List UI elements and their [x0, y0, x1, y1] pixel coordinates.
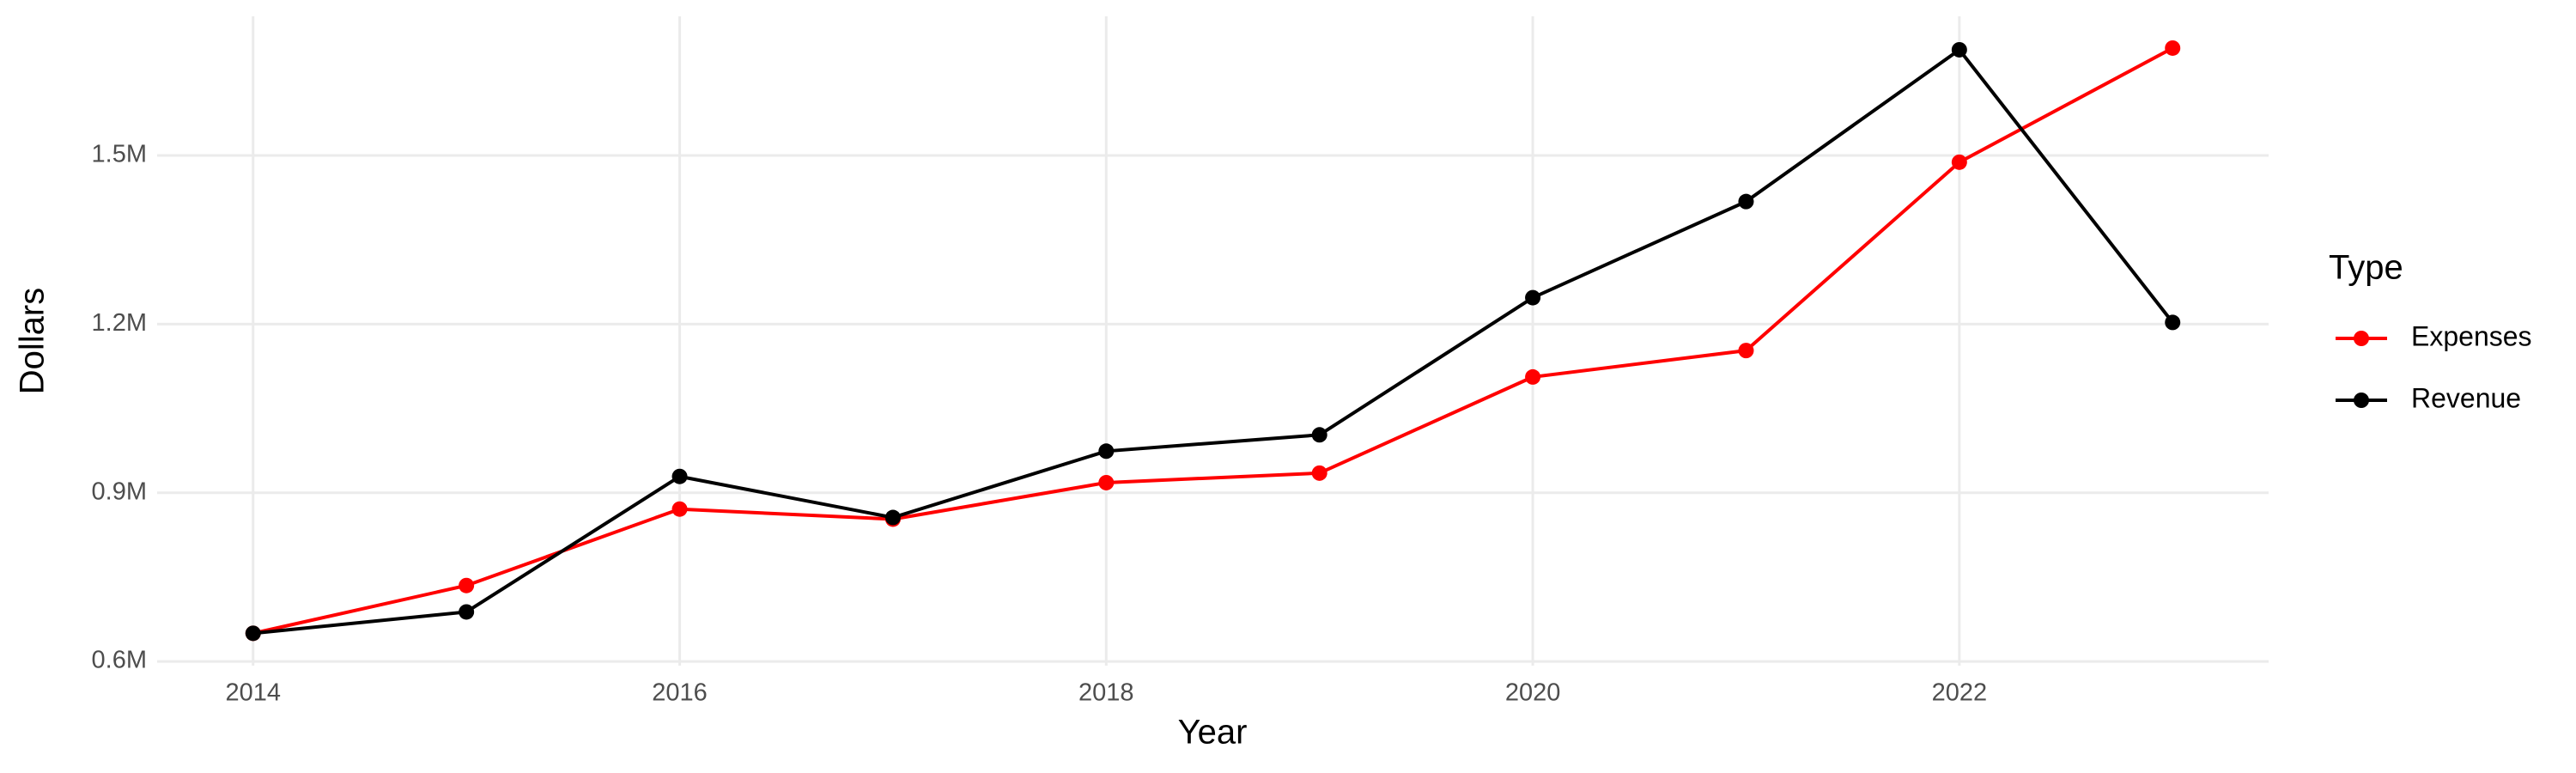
x-axis-title: Year	[1178, 714, 1248, 752]
data-point	[671, 468, 688, 484]
data-point	[1525, 368, 1541, 385]
x-tick-label: 2016	[652, 679, 708, 707]
data-point	[1098, 474, 1115, 490]
data-point	[1738, 343, 1754, 359]
x-tick-label: 2014	[226, 679, 282, 707]
legend-title: Type	[2329, 249, 2403, 287]
legend-label: Expenses	[2411, 320, 2532, 351]
y-tick-label: 1.2M	[92, 309, 147, 337]
data-point	[1951, 154, 1967, 170]
y-tick-label: 0.6M	[92, 647, 147, 674]
legend-marker	[2354, 331, 2369, 346]
data-point	[1951, 41, 1967, 58]
data-point	[1738, 193, 1754, 210]
data-point	[245, 625, 261, 642]
data-point	[1525, 289, 1541, 306]
x-tick-label: 2018	[1078, 679, 1134, 707]
x-tick-label: 2020	[1505, 679, 1561, 707]
data-point	[459, 577, 475, 593]
y-tick-label: 1.5M	[92, 141, 147, 168]
legend-marker	[2354, 393, 2369, 408]
series-line	[252, 47, 2174, 636]
data-point	[671, 501, 688, 517]
data-point	[2165, 314, 2181, 331]
data-point	[1098, 443, 1115, 460]
y-axis-title: Dollars	[14, 288, 52, 394]
data-point	[884, 509, 901, 526]
data-point	[1311, 427, 1327, 443]
legend-label: Revenue	[2411, 382, 2521, 413]
data-point	[459, 604, 475, 620]
y-tick-label: 0.9M	[92, 478, 147, 505]
series-line	[252, 46, 2174, 636]
data-point	[2165, 40, 2181, 56]
data-point	[1311, 465, 1327, 481]
x-tick-label: 2022	[1932, 679, 1988, 707]
